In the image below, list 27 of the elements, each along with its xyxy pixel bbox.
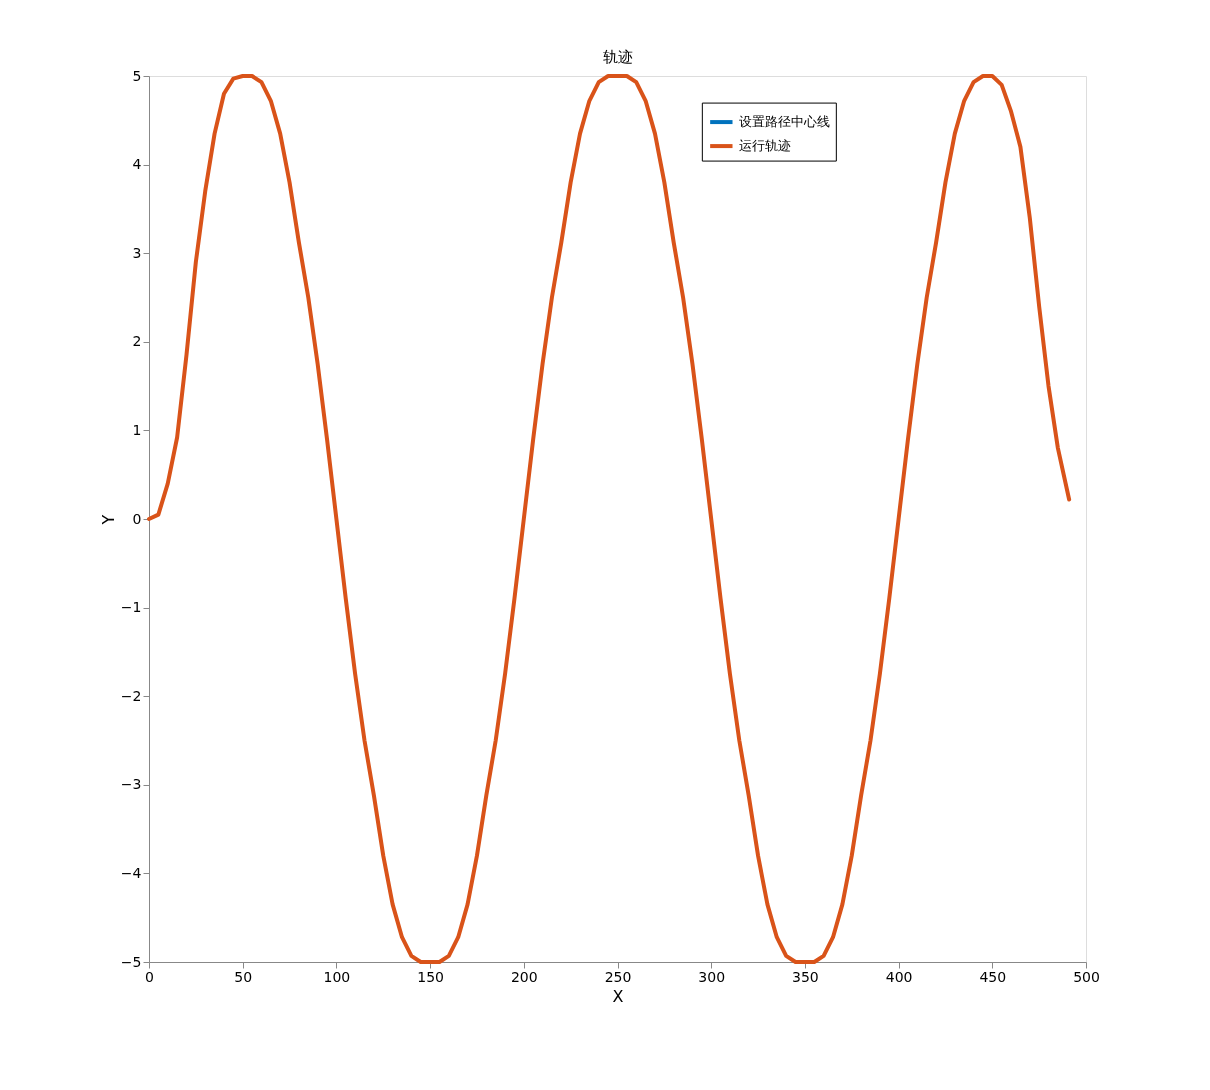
- x-tick-label: 300: [698, 968, 726, 985]
- y-tick-label: −1: [120, 599, 142, 616]
- y-tick-label: −3: [120, 776, 142, 793]
- legend-label: 设置路径中心线: [738, 114, 830, 130]
- y-tick-label: −5: [120, 953, 142, 970]
- x-tick-label: 250: [604, 968, 632, 985]
- x-tick-label: 100: [323, 968, 351, 985]
- x-tick-label: 450: [979, 968, 1007, 985]
- y-tick-label: −4: [120, 864, 142, 881]
- legend-label: 运行轨迹: [738, 138, 791, 154]
- y-tick-label: −2: [120, 687, 142, 704]
- y-tick-label: 5: [132, 67, 142, 84]
- y-tick-label: 0: [132, 510, 142, 527]
- x-tick-label: 50: [234, 968, 253, 985]
- y-tick-label: 4: [132, 156, 142, 173]
- x-tick-label: 350: [792, 968, 819, 985]
- x-tick-label: 200: [510, 968, 538, 985]
- y-tick-label: 1: [132, 421, 142, 438]
- x-tick-label: 500: [1073, 968, 1100, 985]
- x-tick-label: 400: [885, 968, 913, 985]
- x-axis-title: X: [612, 986, 624, 1006]
- x-tick-label: 0: [145, 968, 154, 985]
- y-tick-label: 3: [132, 244, 142, 261]
- y-tick-label: 2: [132, 333, 142, 350]
- y-axis-title: Y: [98, 514, 118, 526]
- x-tick-label: 150: [417, 968, 444, 985]
- chart-title: 轨迹: [602, 48, 633, 66]
